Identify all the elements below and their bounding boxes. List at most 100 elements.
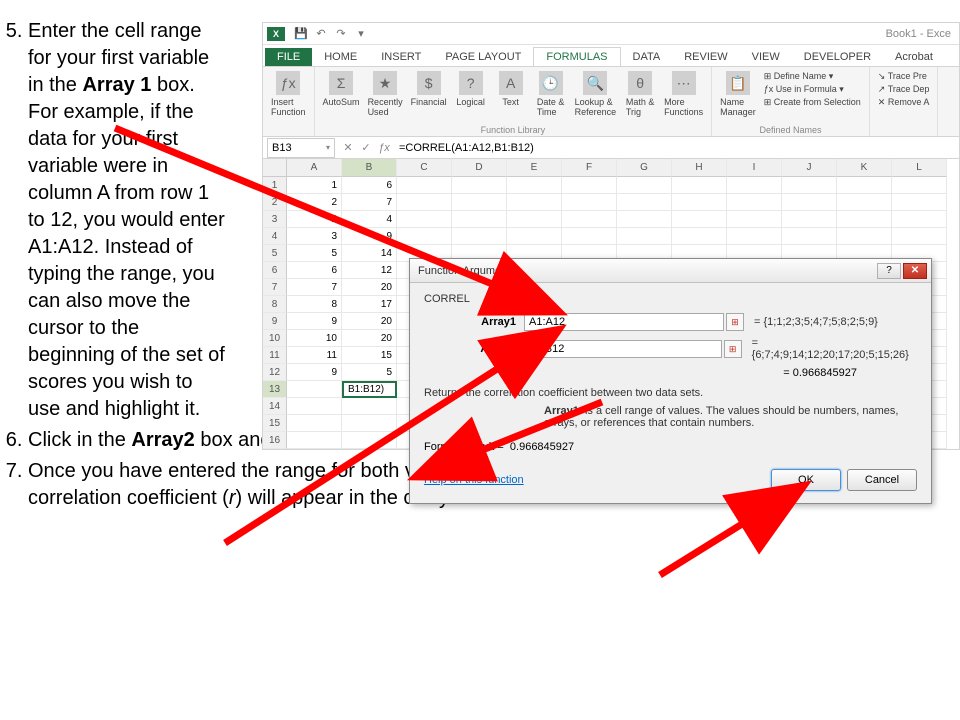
row-header-2[interactable]: 2: [263, 194, 287, 211]
tab-page-layout[interactable]: PAGE LAYOUT: [433, 48, 533, 66]
cell-L1[interactable]: [892, 177, 947, 194]
cell-F1[interactable]: [562, 177, 617, 194]
col-header-K[interactable]: K: [837, 159, 892, 177]
select-all-corner[interactable]: [263, 159, 287, 177]
cell-K2[interactable]: [837, 194, 892, 211]
cell-A8[interactable]: 8: [287, 296, 342, 313]
cell-E4[interactable]: [507, 228, 562, 245]
col-header-H[interactable]: H: [672, 159, 727, 177]
tab-home[interactable]: HOME: [312, 48, 369, 66]
col-header-D[interactable]: D: [452, 159, 507, 177]
col-header-B[interactable]: B: [342, 159, 397, 177]
qat-more-icon[interactable]: ▾: [351, 26, 371, 42]
cell-D4[interactable]: [452, 228, 507, 245]
cell-K4[interactable]: [837, 228, 892, 245]
ok-button[interactable]: OK: [771, 469, 841, 491]
cell-G2[interactable]: [617, 194, 672, 211]
col-header-J[interactable]: J: [782, 159, 837, 177]
insert-function-button[interactable]: ƒxInsert Function: [267, 69, 310, 119]
more-functions-button[interactable]: ⋯More Functions: [660, 69, 707, 119]
cell-A12[interactable]: 9: [287, 364, 342, 381]
cell-A1[interactable]: 1: [287, 177, 342, 194]
cell-A15[interactable]: [287, 415, 342, 432]
col-header-I[interactable]: I: [727, 159, 782, 177]
row-header-10[interactable]: 10: [263, 330, 287, 347]
array1-ref-icon[interactable]: ⊞: [726, 313, 744, 331]
cell-A4[interactable]: 3: [287, 228, 342, 245]
undo-icon[interactable]: ↶: [311, 26, 331, 42]
cell-B8[interactable]: 17: [342, 296, 397, 313]
row-header-1[interactable]: 1: [263, 177, 287, 194]
cell-L4[interactable]: [892, 228, 947, 245]
cell-B16[interactable]: [342, 432, 397, 449]
cell-E3[interactable]: [507, 211, 562, 228]
tab-developer[interactable]: DEVELOPER: [792, 48, 883, 66]
create-from-selection-button[interactable]: ⊞ Create from Selection: [764, 97, 861, 108]
col-header-L[interactable]: L: [892, 159, 947, 177]
cell-B14[interactable]: [342, 398, 397, 415]
save-icon[interactable]: 💾: [291, 26, 311, 42]
row-header-16[interactable]: 16: [263, 432, 287, 449]
cell-B13[interactable]: B1:B12): [342, 381, 397, 398]
cell-B7[interactable]: 20: [342, 279, 397, 296]
text-button[interactable]: AText: [491, 69, 531, 109]
array2-input[interactable]: [523, 340, 722, 358]
cell-C1[interactable]: [397, 177, 452, 194]
formula-enter-icon[interactable]: ✓: [357, 141, 375, 154]
cell-E2[interactable]: [507, 194, 562, 211]
cell-C3[interactable]: [397, 211, 452, 228]
math-button[interactable]: θMath & Trig: [620, 69, 660, 119]
dialog-close-button[interactable]: ✕: [903, 263, 927, 279]
cell-L3[interactable]: [892, 211, 947, 228]
col-header-C[interactable]: C: [397, 159, 452, 177]
cell-A14[interactable]: [287, 398, 342, 415]
cell-G1[interactable]: [617, 177, 672, 194]
cell-I2[interactable]: [727, 194, 782, 211]
cell-J2[interactable]: [782, 194, 837, 211]
cell-A6[interactable]: 6: [287, 262, 342, 279]
row-header-4[interactable]: 4: [263, 228, 287, 245]
redo-icon[interactable]: ↷: [331, 26, 351, 42]
cell-H1[interactable]: [672, 177, 727, 194]
datetime-button[interactable]: 🕒Date & Time: [531, 69, 571, 119]
tab-review[interactable]: REVIEW: [672, 48, 739, 66]
cell-C2[interactable]: [397, 194, 452, 211]
cell-F3[interactable]: [562, 211, 617, 228]
cell-D3[interactable]: [452, 211, 507, 228]
name-manager-button[interactable]: 📋Name Manager: [716, 69, 760, 119]
cell-B5[interactable]: 14: [342, 245, 397, 262]
cell-A2[interactable]: 2: [287, 194, 342, 211]
col-header-E[interactable]: E: [507, 159, 562, 177]
cell-I4[interactable]: [727, 228, 782, 245]
cell-A5[interactable]: 5: [287, 245, 342, 262]
cell-B15[interactable]: [342, 415, 397, 432]
formula-text[interactable]: =CORREL(A1:A12,B1:B12): [393, 142, 959, 154]
tab-view[interactable]: VIEW: [740, 48, 792, 66]
cell-B12[interactable]: 5: [342, 364, 397, 381]
cell-A11[interactable]: 11: [287, 347, 342, 364]
cell-B9[interactable]: 20: [342, 313, 397, 330]
cell-A3[interactable]: 2: [287, 211, 342, 228]
tab-file[interactable]: FILE: [265, 48, 312, 66]
row-header-6[interactable]: 6: [263, 262, 287, 279]
cell-A13[interactable]: [287, 381, 342, 398]
array1-input[interactable]: [524, 313, 724, 331]
cell-B2[interactable]: 7: [342, 194, 397, 211]
cell-A7[interactable]: 7: [287, 279, 342, 296]
cell-F4[interactable]: [562, 228, 617, 245]
cell-B10[interactable]: 20: [342, 330, 397, 347]
trace-dependents-button[interactable]: ↗ Trace Dep: [878, 84, 930, 95]
define-name-button[interactable]: ⊞ Define Name ▾: [764, 71, 861, 82]
cell-H4[interactable]: [672, 228, 727, 245]
formula-cancel-icon[interactable]: ✕: [339, 141, 357, 154]
cell-K1[interactable]: [837, 177, 892, 194]
cell-J1[interactable]: [782, 177, 837, 194]
dialog-help-button[interactable]: ?: [877, 263, 901, 279]
lookup-button[interactable]: 🔍Lookup & Reference: [571, 69, 621, 119]
row-header-5[interactable]: 5: [263, 245, 287, 262]
cell-L2[interactable]: [892, 194, 947, 211]
cell-H3[interactable]: [672, 211, 727, 228]
cell-B6[interactable]: 12: [342, 262, 397, 279]
row-header-14[interactable]: 14: [263, 398, 287, 415]
fx-button-icon[interactable]: ƒx: [375, 142, 393, 154]
